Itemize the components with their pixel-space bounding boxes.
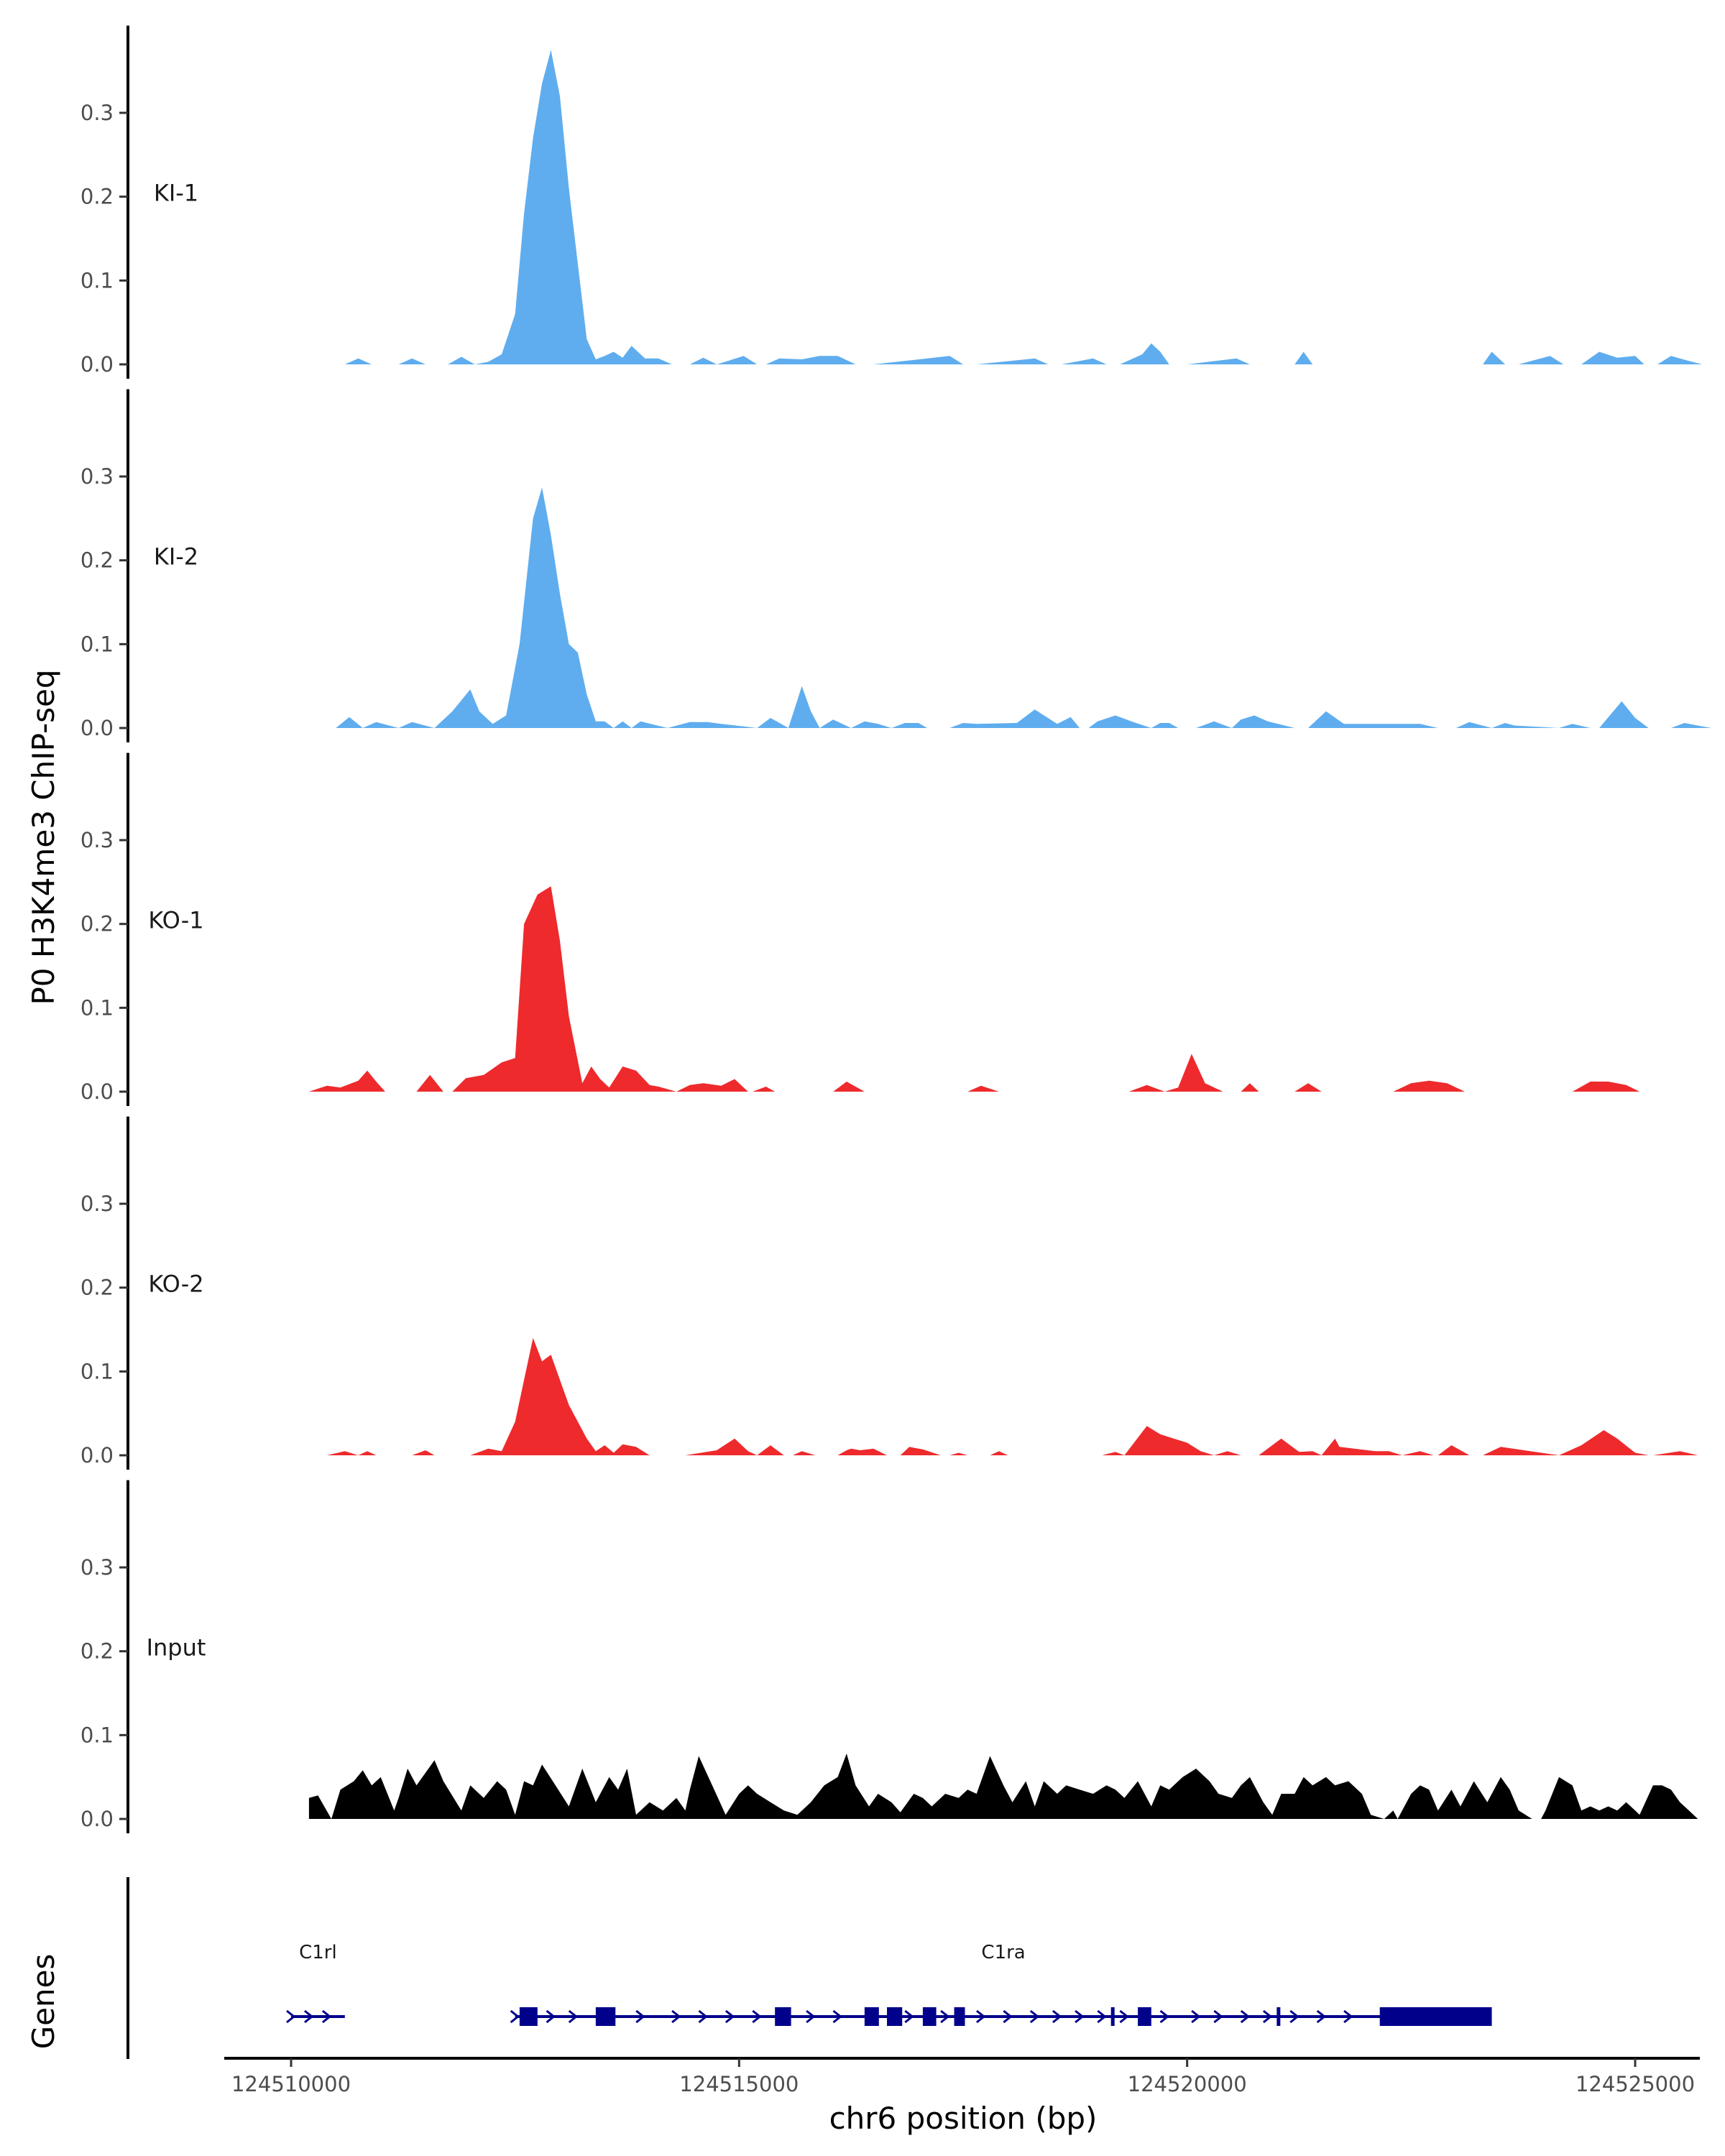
y-tick-label: 0.0 (80, 1443, 114, 1468)
strand-arrow (940, 2009, 950, 2024)
y-tick-label: 0.1 (80, 268, 114, 292)
x-tick-label: 124510000 (231, 2072, 351, 2096)
track-label: KI-1 (154, 179, 198, 206)
exon (1138, 2007, 1151, 2026)
exon (887, 2007, 903, 2026)
strand-arrow (1316, 2009, 1327, 2024)
genes-axis-title: Genes (26, 1954, 61, 2050)
strand-arrow (1191, 2009, 1201, 2024)
exon (519, 2007, 538, 2026)
exon (922, 2007, 937, 2026)
y-tick-label: 0.0 (80, 716, 114, 740)
coverage-area-ki-1 (344, 50, 1703, 364)
y-tick-label: 0.2 (80, 912, 114, 936)
gene-label: C1ra (981, 1942, 1025, 1963)
y-tick-label: 0.2 (80, 1639, 114, 1664)
genes-panel: C1rl C1ra (126, 1877, 1492, 2059)
exon (954, 2007, 965, 2026)
strand-arrow (1289, 2009, 1300, 2024)
strand-arrow (1240, 2009, 1251, 2024)
coverage-area-ki-2 (336, 487, 1711, 728)
strand-arrow (1029, 2009, 1040, 2024)
y-tick-label: 0.1 (80, 632, 114, 656)
strand-arrow (671, 2009, 681, 2024)
coverage-area-ko-2 (326, 1337, 1711, 1455)
exon (1379, 2007, 1492, 2026)
y-tick-label: 0.3 (80, 1555, 114, 1580)
strand-arrow (635, 2009, 645, 2024)
strand-arrow (510, 2009, 520, 2024)
x-tick-label: 124525000 (1576, 2072, 1695, 2096)
track-input: 0.0 0.1 0.2 0.3 Input (80, 1480, 1716, 1833)
exon (775, 2007, 791, 2026)
y-tick-label: 0.2 (80, 185, 114, 209)
y-tick-label: 0.0 (80, 1079, 114, 1104)
strand-arrow (904, 2009, 914, 2024)
x-axis-title: chr6 position (bp) (829, 2101, 1098, 2136)
strand-arrow (546, 2009, 556, 2024)
x-tick-label: 124515000 (679, 2072, 799, 2096)
track-label: KO-2 (148, 1270, 203, 1297)
strand-arrow (1075, 2009, 1085, 2024)
strand-arrow (286, 2009, 296, 2024)
strand-arrow (1213, 2009, 1223, 2024)
gene-label: C1rl (299, 1942, 337, 1963)
y-tick-label: 0.3 (80, 1192, 114, 1216)
strand-arrow (1097, 2009, 1107, 2024)
y-tick-label: 0.3 (80, 828, 114, 852)
x-tick-label: 124520000 (1128, 2072, 1247, 2096)
strand-arrow (321, 2009, 332, 2024)
y-tick-label: 0.1 (80, 995, 114, 1020)
track-label: KO-1 (148, 906, 203, 934)
strand-arrow (975, 2009, 986, 2024)
track-ki-1: 0.0 0.1 0.2 0.3 KI-1 (80, 25, 1703, 379)
y-tick-label: 0.2 (80, 1276, 114, 1300)
y-axis-title: P0 H3K4me3 ChIP-seq (26, 669, 61, 1005)
track-ko-2: 0.0 0.1 0.2 0.3 KO-2 (80, 1116, 1711, 1470)
gene-c1ra: C1ra (510, 1942, 1492, 2026)
y-tick-label: 0.3 (80, 464, 114, 489)
strand-arrow (806, 2009, 816, 2024)
strand-arrow (1003, 2009, 1013, 2024)
track-panels: 0.00.10.20.3KI-10.00.10.20.3KI-20.00.10.… (80, 25, 1716, 1833)
strand-arrow (752, 2009, 762, 2024)
strand-arrow (1052, 2009, 1062, 2024)
y-tick-label: 0.0 (80, 1807, 114, 1831)
exon (1276, 2007, 1281, 2026)
strand-arrow (698, 2009, 708, 2024)
track-ko-1: 0.0 0.1 0.2 0.3 KO-1 (80, 752, 1640, 1106)
strand-arrow (724, 2009, 735, 2024)
y-tick-label: 0.1 (80, 1359, 114, 1383)
exon (864, 2007, 879, 2026)
exon (595, 2007, 616, 2026)
strand-arrow (1119, 2009, 1129, 2024)
track-label: Input (147, 1634, 206, 1661)
coverage-area-input (308, 1754, 1716, 1819)
strand-arrow (1159, 2009, 1169, 2024)
gene-c1rl: C1rl (286, 1942, 345, 2024)
x-axis: 124510000 124515000 124520000 124525000 (224, 2057, 1700, 2096)
strand-arrow (1343, 2009, 1353, 2024)
coverage-area-ko-1 (308, 886, 1640, 1092)
y-tick-label: 0.1 (80, 1723, 114, 1747)
track-ki-2: 0.0 0.1 0.2 0.3 KI-2 (80, 389, 1711, 742)
strand-arrow (1262, 2009, 1273, 2024)
strand-arrow (832, 2009, 842, 2024)
exon (1110, 2007, 1115, 2026)
track-label: KI-2 (154, 543, 198, 570)
strand-arrow (568, 2009, 579, 2024)
y-tick-label: 0.0 (80, 352, 114, 377)
strand-arrow (303, 2009, 314, 2024)
y-tick-label: 0.2 (80, 548, 114, 573)
y-tick-label: 0.3 (80, 101, 114, 125)
